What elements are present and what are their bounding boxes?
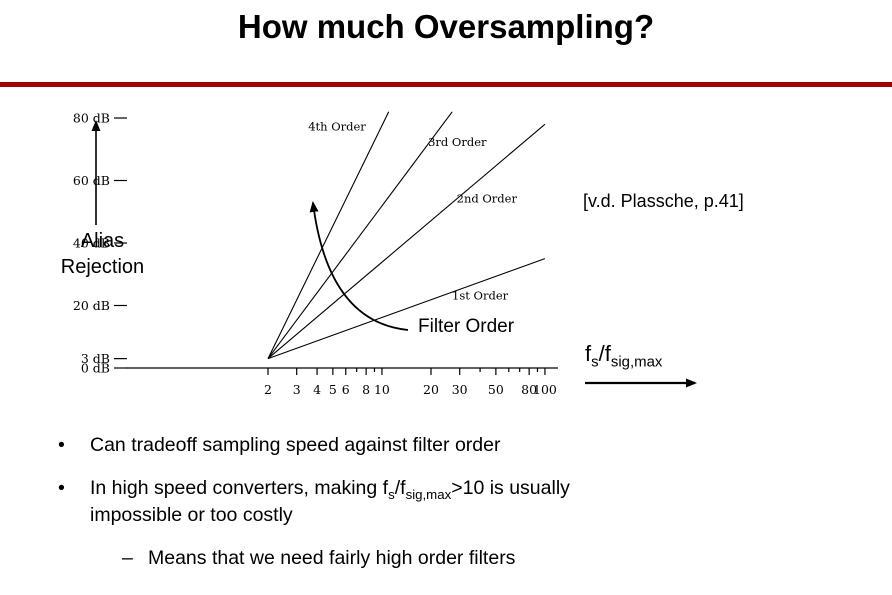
x-axis-label-sub1: s bbox=[591, 353, 599, 371]
bullet-item-2: • In high speed converters, making fs/fs… bbox=[58, 475, 868, 529]
x-axis-label-sub2: sig,max bbox=[610, 353, 663, 371]
x-tick-label: 6 bbox=[342, 382, 350, 397]
y-axis-label-line2: Rejection bbox=[60, 256, 145, 278]
page-title: How much Oversampling? bbox=[237, 8, 655, 45]
bullet-text-1: Can tradeoff sampling speed against filt… bbox=[90, 434, 501, 456]
series-line bbox=[267, 123, 546, 360]
y-tick-label: 20 dB bbox=[73, 298, 110, 313]
x-tick-label: 50 bbox=[488, 382, 504, 397]
x-tick-label: 20 bbox=[423, 382, 439, 397]
x-axis-label-base2: /f bbox=[598, 341, 611, 366]
bullet-list: • Can tradeoff sampling speed against fi… bbox=[58, 432, 868, 572]
bullet-text-2: In high speed converters, making fs/fsig… bbox=[90, 475, 570, 529]
x-tick-label: 10 bbox=[374, 382, 390, 397]
bullet-2-sub-sigmax: sig,max bbox=[405, 486, 452, 502]
series-label: 4th Order bbox=[308, 120, 366, 134]
bullet-2-text-a: In high speed converters, making f bbox=[90, 477, 389, 499]
bullet-2-text-b: /f bbox=[394, 477, 406, 499]
x-tick-label: 5 bbox=[329, 382, 337, 397]
x-tick-label: 2 bbox=[264, 382, 272, 397]
title-divider bbox=[0, 82, 892, 87]
y-axis-label: Alias Rejection bbox=[30, 228, 175, 280]
x-tick-label: 80 bbox=[521, 382, 537, 397]
series-label: 3rd Order bbox=[428, 135, 487, 149]
x-axis-label: fs/fsig,max bbox=[585, 341, 663, 371]
series-label: 2nd Order bbox=[457, 191, 518, 205]
series-line bbox=[267, 111, 390, 359]
y-tick-label: 3 dB bbox=[81, 351, 110, 366]
y-tick-label: 40 dB bbox=[73, 236, 110, 251]
bullet-2-line2: impossible or too costly bbox=[90, 504, 293, 526]
x-tick-label: 30 bbox=[452, 382, 468, 397]
sub-bullet-text: Means that we need fairly high order fil… bbox=[148, 547, 516, 569]
y-axis-label-line1: Alias bbox=[80, 230, 125, 252]
bullet-2-text-c: >10 is usually bbox=[451, 477, 570, 499]
filter-order-label: Filter Order bbox=[418, 316, 515, 337]
bullet-item-1: • Can tradeoff sampling speed against fi… bbox=[58, 432, 868, 459]
y-tick-label: 80 dB bbox=[73, 111, 110, 126]
bullet-2-sub-s: s bbox=[388, 486, 395, 502]
y-tick-label: 60 dB bbox=[73, 173, 110, 188]
x-tick-label: 4 bbox=[313, 382, 321, 397]
bullet-glyph: • bbox=[58, 434, 65, 456]
x-tick-label: 8 bbox=[362, 382, 370, 397]
citation: [v.d. Plassche, p.41] bbox=[583, 191, 744, 211]
sub-bullet-item: – Means that we need fairly high order f… bbox=[122, 545, 868, 572]
x-axis-label-base1: f bbox=[585, 341, 592, 366]
series-line bbox=[267, 111, 453, 359]
series-label: 1st Order bbox=[452, 288, 509, 302]
bullet-glyph: • bbox=[58, 477, 65, 499]
dash-glyph: – bbox=[122, 547, 133, 569]
series-line bbox=[267, 258, 546, 360]
y-tick-label: 0 dB bbox=[81, 361, 110, 376]
x-tick-label: 100 bbox=[533, 382, 557, 397]
filter-order-curved-arrow bbox=[309, 201, 409, 331]
x-tick-label: 3 bbox=[293, 382, 301, 397]
